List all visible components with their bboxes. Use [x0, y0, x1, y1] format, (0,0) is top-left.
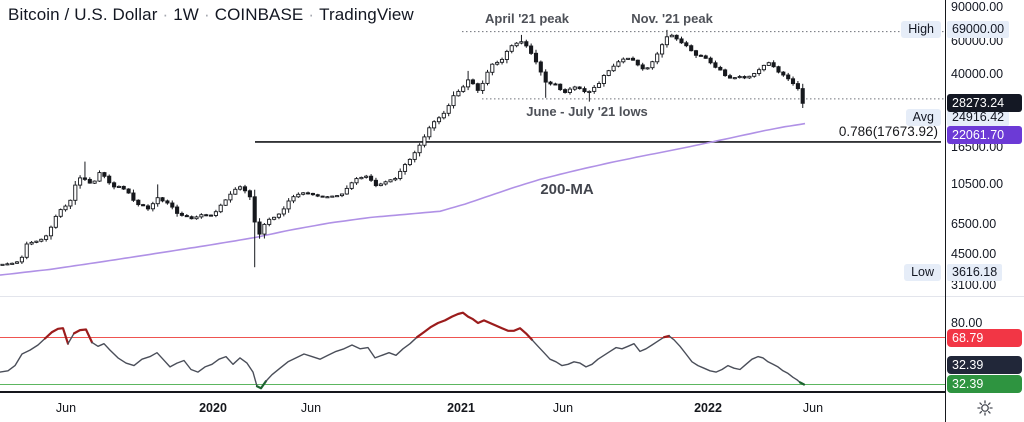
rsi-line [43, 327, 70, 345]
time-axis-label: Jun [300, 401, 322, 415]
low-pill: Low [904, 264, 941, 281]
price-tick-low: 3616.18 [947, 264, 1003, 281]
brand-label[interactable]: TradingView [319, 5, 414, 24]
ma-value-badge: 22061.70 [947, 126, 1022, 144]
annotation-nov-peak: Nov. '21 peak [631, 11, 713, 26]
rsi-upper-band-badge: 68.79 [947, 329, 1022, 347]
title-separator: · [308, 5, 315, 24]
time-axis-label: Jun [552, 401, 574, 415]
rsi-lower-band-badge: 32.39 [947, 375, 1022, 393]
price-tick: 90000.00 [951, 0, 1004, 14]
price-tick: 10500.00 [951, 177, 1004, 191]
time-axis-label: 2022 [694, 401, 722, 415]
last-price-badge: 28273.24 [947, 94, 1022, 112]
rsi-line [668, 335, 801, 384]
rsi-line [72, 328, 94, 344]
price-tick: 6500.00 [951, 217, 997, 231]
ma-200-line [0, 122, 806, 276]
chart-title: Bitcoin / U.S. Dollar · 1W · COINBASE · Tradin… [8, 5, 414, 25]
title-separator: · [203, 5, 210, 24]
title-separator: · [162, 5, 169, 24]
time-axis-label: Jun [802, 401, 824, 415]
rsi-line [67, 332, 75, 345]
gear-icon[interactable] [976, 399, 994, 417]
price-tick: 40000.00 [951, 67, 1004, 81]
annotation-april-peak: April '21 peak [484, 11, 570, 26]
symbol-name: Bitcoin / U.S. Dollar [8, 5, 158, 24]
price-tick-avg: 24916.42 [947, 109, 1010, 126]
rsi-line [265, 336, 418, 382]
annotation-200ma: 200-MA [540, 181, 594, 198]
rsi-line [531, 336, 665, 368]
rsi-line [798, 381, 806, 386]
rsi-current-badge: 32.39 [947, 356, 1022, 374]
price-tick-high: 69000.00 [947, 21, 1010, 38]
avg-pill: Avg [905, 109, 941, 126]
high-pill: High [901, 21, 941, 38]
rsi-line [91, 341, 258, 387]
interval-label[interactable]: 1W [173, 5, 199, 24]
rsi-line [255, 380, 268, 390]
time-axis-label: 2021 [447, 401, 475, 415]
annotation-june-july-lows: June - July '21 lows [526, 104, 648, 119]
rsi-line [415, 311, 534, 341]
exchange-label: COINBASE [214, 5, 304, 24]
price-tick: 3100.00 [951, 278, 997, 292]
rsi-line [662, 334, 671, 339]
time-axis-label: Jun [55, 401, 77, 415]
time-axis-label: 2020 [199, 401, 227, 415]
price-tick: 4500.00 [951, 247, 997, 261]
fib-level-label: 0.786(17673.92) [838, 124, 938, 139]
rsi-tick-80: 80.00 [951, 316, 983, 330]
rsi-line [0, 337, 46, 373]
